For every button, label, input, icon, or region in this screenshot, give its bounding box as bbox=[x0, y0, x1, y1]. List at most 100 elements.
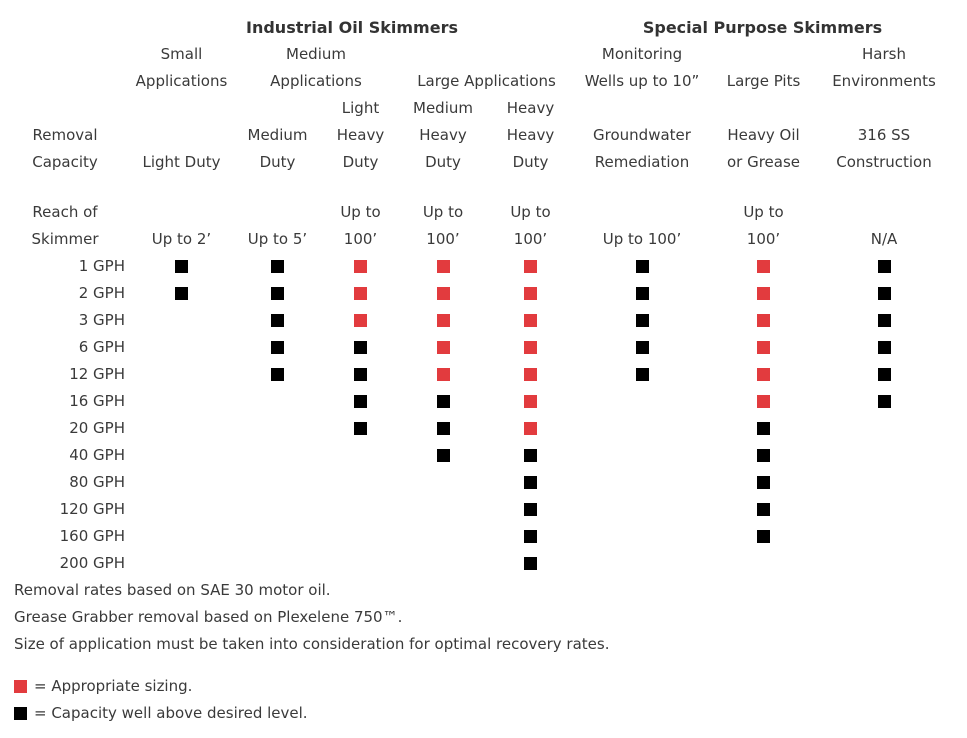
header-cell: Up to 100’ bbox=[602, 230, 682, 248]
header-cell: Heavy bbox=[419, 126, 467, 144]
capacity-row-label: 12 GPH bbox=[69, 365, 125, 383]
grid-cell bbox=[817, 523, 951, 550]
grid-cell bbox=[399, 388, 487, 415]
grid-cell bbox=[322, 334, 399, 361]
grid-cell bbox=[487, 523, 574, 550]
header-cell: Skimmer bbox=[31, 230, 99, 248]
header-cell: Heavy bbox=[506, 126, 555, 144]
grid-cell bbox=[399, 307, 487, 334]
capacity-row-label: 6 GPH bbox=[78, 338, 125, 356]
grid-cell bbox=[399, 280, 487, 307]
appropriate-sizing-marker-icon bbox=[524, 395, 537, 408]
legend-item-above-capacity: = Capacity well above desired level. bbox=[14, 700, 951, 727]
header-cell: Heavy bbox=[336, 126, 385, 144]
grid-cell bbox=[817, 415, 951, 442]
grid-cell bbox=[130, 415, 233, 442]
header-cell: N/A bbox=[870, 230, 898, 248]
table-row: 120 GPH bbox=[0, 496, 951, 523]
grid-cell bbox=[233, 280, 322, 307]
header-cell: Duty bbox=[342, 153, 379, 171]
appropriate-sizing-marker-icon bbox=[436, 260, 450, 273]
appropriate-sizing-marker-icon bbox=[757, 260, 770, 273]
header-row: Skimmer Up to 2’ Up to 5’ 100’ 100’ 100’ Up to… bbox=[0, 226, 951, 253]
grid-cell bbox=[817, 361, 951, 388]
appropriate-sizing-marker-icon bbox=[757, 341, 770, 354]
above-capacity-marker-icon bbox=[635, 287, 649, 300]
table-row: 40 GPH bbox=[0, 442, 951, 469]
table-row: 160 GPH bbox=[0, 523, 951, 550]
header-row: Reach of Up to Up to Up to Up to bbox=[0, 199, 951, 226]
grid-cell bbox=[487, 469, 574, 496]
grid-cell bbox=[487, 550, 574, 577]
grid-cell bbox=[574, 496, 710, 523]
header-cell: Up to bbox=[422, 203, 464, 221]
capacity-row-label: 16 GPH bbox=[69, 392, 125, 410]
header-cell: Up to 2’ bbox=[151, 230, 212, 248]
grid-cell bbox=[817, 388, 951, 415]
above-capacity-marker-icon bbox=[354, 395, 367, 408]
grid-cell bbox=[233, 334, 322, 361]
table-row: 3 GPH bbox=[0, 307, 951, 334]
grid-cell bbox=[487, 280, 574, 307]
footnote-sae30: Removal rates based on SAE 30 motor oil. bbox=[14, 581, 331, 599]
header-spacer bbox=[0, 176, 951, 199]
appropriate-sizing-marker-icon bbox=[354, 314, 367, 327]
grid-cell bbox=[399, 469, 487, 496]
grid-cell bbox=[487, 361, 574, 388]
grid-cell bbox=[322, 442, 399, 469]
grid-cell bbox=[817, 469, 951, 496]
grid-cell bbox=[574, 334, 710, 361]
grid-cell bbox=[130, 442, 233, 469]
capacity-row-label: 40 GPH bbox=[69, 446, 125, 464]
grid-cell bbox=[322, 388, 399, 415]
grid-cell bbox=[710, 388, 817, 415]
capacity-row-label: 1 GPH bbox=[78, 257, 125, 275]
grid-cell bbox=[574, 550, 710, 577]
grid-cell bbox=[487, 253, 574, 280]
grid-cell bbox=[322, 280, 399, 307]
header-cell: Duty bbox=[425, 153, 461, 171]
grid-cell bbox=[233, 442, 322, 469]
grid-cell bbox=[574, 442, 710, 469]
grid-cell bbox=[322, 469, 399, 496]
grid-cell bbox=[233, 550, 322, 577]
grid-cell bbox=[817, 253, 951, 280]
above-capacity-marker-icon bbox=[175, 287, 188, 300]
header-cell: Up to 5’ bbox=[247, 230, 308, 248]
above-capacity-marker-icon bbox=[524, 476, 537, 489]
header-cell: Up to bbox=[743, 203, 784, 221]
capacity-row-label: 200 GPH bbox=[59, 554, 125, 572]
grid-cell bbox=[130, 280, 233, 307]
footnotes: Removal rates based on SAE 30 motor oil.… bbox=[14, 577, 951, 658]
grid-cell bbox=[574, 388, 710, 415]
header-cell: 100’ bbox=[426, 230, 460, 248]
above-capacity-marker-icon bbox=[354, 422, 367, 435]
appropriate-sizing-marker-icon bbox=[524, 341, 537, 354]
header-cell: Up to bbox=[510, 203, 551, 221]
header-cell: Removal bbox=[32, 126, 98, 144]
special-purpose-skimmers-title: Special Purpose Skimmers bbox=[642, 18, 883, 37]
grid-cell bbox=[130, 550, 233, 577]
grid-cell bbox=[710, 469, 817, 496]
header-cell: Duty bbox=[512, 153, 549, 171]
grid-cell bbox=[233, 496, 322, 523]
above-capacity-marker-icon bbox=[757, 476, 770, 489]
grid-cell bbox=[399, 550, 487, 577]
grid-cell bbox=[817, 280, 951, 307]
grid-cell bbox=[574, 415, 710, 442]
grid-cell bbox=[322, 550, 399, 577]
header-row: Light Medium Heavy bbox=[0, 95, 951, 122]
header-cell: 316 SS bbox=[857, 126, 911, 144]
capacity-row-label: 2 GPH bbox=[78, 284, 125, 302]
above-capacity-marker-icon bbox=[524, 449, 537, 462]
capacity-row-label: 3 GPH bbox=[78, 311, 125, 329]
header-cell: Medium bbox=[286, 45, 346, 63]
appropriate-sizing-marker-icon bbox=[14, 680, 27, 693]
header-row: Removal Medium Heavy Heavy Heavy Groundwater H… bbox=[0, 122, 951, 149]
grid-cell bbox=[130, 334, 233, 361]
header-cell: Medium bbox=[247, 126, 308, 144]
above-capacity-marker-icon bbox=[877, 260, 891, 273]
header-cell: 100’ bbox=[343, 230, 378, 248]
grid-cell bbox=[130, 253, 233, 280]
above-capacity-marker-icon bbox=[436, 395, 450, 408]
